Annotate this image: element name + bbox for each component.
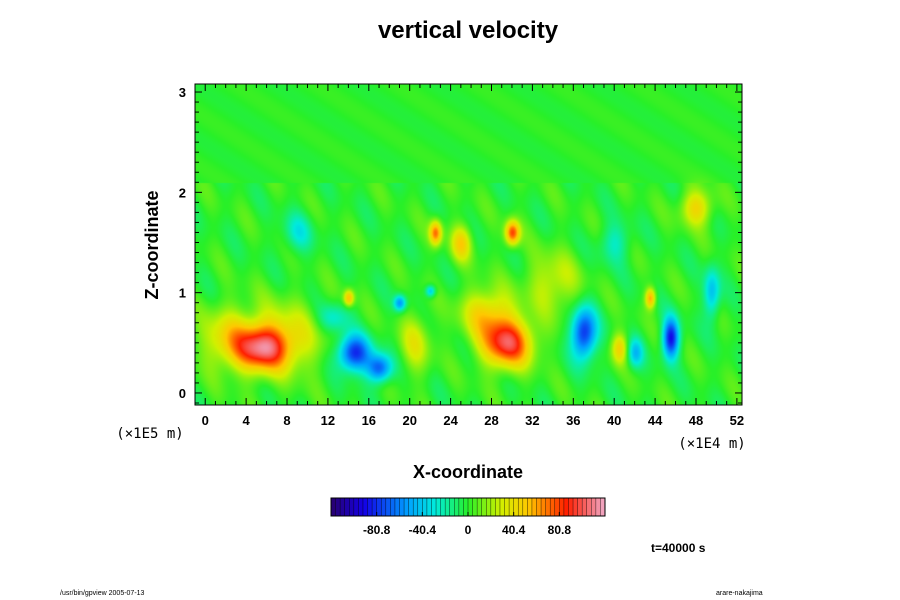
x-tick-label: 8 (283, 413, 290, 428)
colorbar-tick-label: -40.4 (409, 523, 437, 537)
colorbar-swatch (399, 498, 405, 516)
colorbar-swatch (563, 498, 569, 516)
colorbar-swatch (344, 498, 350, 516)
colorbar-swatch (331, 498, 336, 516)
colorbar-swatch (372, 498, 377, 516)
colorbar-tick-label: 80.8 (548, 523, 572, 537)
colorbar-swatch (586, 498, 592, 516)
colorbar-swatch (550, 498, 556, 516)
colorbar-swatch (431, 498, 437, 516)
colorbar-swatch (509, 498, 514, 516)
colorbar-swatch (463, 498, 469, 516)
y-tick-label: 1 (179, 286, 186, 301)
colorbar-swatch (376, 498, 382, 516)
colorbar-swatch (531, 498, 537, 516)
x-tick-label: 36 (566, 413, 580, 428)
chart-title: vertical velocity (378, 17, 559, 44)
colorbar-swatch (404, 498, 409, 516)
colorbar-swatch (394, 498, 400, 516)
y-axis-title: Z-coordinate (142, 190, 162, 299)
x-tick-label: 32 (525, 413, 539, 428)
colorbar-swatch (477, 498, 482, 516)
colorbar-swatch (577, 498, 583, 516)
colorbar-swatch (504, 498, 510, 516)
x-tick-label: 28 (484, 413, 498, 428)
colorbar-swatch (568, 498, 574, 516)
colorbar-swatch (499, 498, 505, 516)
colorbar-swatch (495, 498, 501, 516)
y-axis: 0 1 2 3 (179, 85, 742, 404)
colorbar-swatch (490, 498, 496, 516)
colorbar-swatch (440, 498, 446, 516)
colorbar-swatch (472, 498, 478, 516)
x-unit-label: (×1E4 m) (678, 436, 745, 452)
colorbar-swatch (422, 498, 428, 516)
colorbar-swatch (426, 498, 432, 516)
colorbar-tick-label: 40.4 (502, 523, 526, 537)
colorbar: -80.8 -40.4 0 40.4 80.8 (330, 497, 606, 537)
colorbar-swatch (536, 498, 542, 516)
y-unit-label: (×1E5 m) (116, 426, 183, 442)
colorbar-swatch (554, 498, 560, 516)
colorbar-swatch (513, 498, 519, 516)
x-tick-label: 24 (443, 413, 458, 428)
colorbar-swatch (349, 498, 355, 516)
time-label: t=40000 s (651, 541, 706, 555)
colorbar-swatch (367, 498, 373, 516)
colorbar-swatch (573, 498, 578, 516)
colorbar-swatch (518, 498, 524, 516)
colorbar-tick-label: 0 (465, 523, 472, 537)
colorbar-swatch (340, 498, 345, 516)
colorbar-swatch (522, 498, 528, 516)
y-tick-label: 0 (179, 386, 186, 401)
x-tick-label: 48 (689, 413, 703, 428)
colorbar-swatch (454, 498, 460, 516)
x-axis: 0 4 8 12 16 20 24 28 32 36 40 44 48 52 (194, 84, 744, 428)
colorbar-swatch (545, 498, 551, 516)
colorbar-swatch (358, 498, 364, 516)
y-tick-label: 2 (179, 185, 186, 200)
y-tick-label: 3 (179, 85, 186, 100)
colorbar-swatch (595, 498, 601, 516)
colorbar-swatch (591, 498, 597, 516)
colorbar-swatch (486, 498, 492, 516)
colorbar-swatch (541, 498, 546, 516)
plot-area (194, 83, 743, 406)
x-axis-title: X-coordinate (413, 462, 523, 482)
colorbar-swatch (385, 498, 391, 516)
colorbar-swatch (445, 498, 451, 516)
colorbar-swatch (408, 498, 414, 516)
colorbar-swatch (335, 498, 341, 516)
colorbar-swatch (582, 498, 588, 516)
colorbar-swatch (468, 498, 473, 516)
colorbar-tick-label: -80.8 (363, 523, 391, 537)
x-tick-label: 40 (607, 413, 621, 428)
colorbar-swatch (481, 498, 487, 516)
footer-right: arare-nakajima (716, 590, 763, 597)
x-tick-label: 16 (362, 413, 376, 428)
x-tick-label: 20 (402, 413, 416, 428)
heatmap-field (195, 84, 742, 405)
x-tick-label: 0 (202, 413, 209, 428)
colorbar-swatch (390, 498, 396, 516)
plot-frame (194, 83, 743, 406)
colorbar-swatch (413, 498, 419, 516)
colorbar-swatch (527, 498, 533, 516)
colorbar-swatch (417, 498, 423, 516)
colorbar-swatch (436, 498, 441, 516)
colorbar-swatch (458, 498, 464, 516)
colorbar-swatch (381, 498, 387, 516)
x-tick-label: 52 (730, 413, 744, 428)
colorbar-swatch (449, 498, 455, 516)
colorbar-swatch (559, 498, 565, 516)
x-tick-label: 12 (321, 413, 335, 428)
colorbar-swatch (353, 498, 359, 516)
colorbar-swatch (362, 498, 368, 516)
x-tick-label: 4 (243, 413, 251, 428)
x-tick-label: 44 (648, 413, 663, 428)
footer-left: /usr/bin/gpview 2005-07-13 (60, 590, 145, 597)
colorbar-swatch (600, 498, 606, 516)
